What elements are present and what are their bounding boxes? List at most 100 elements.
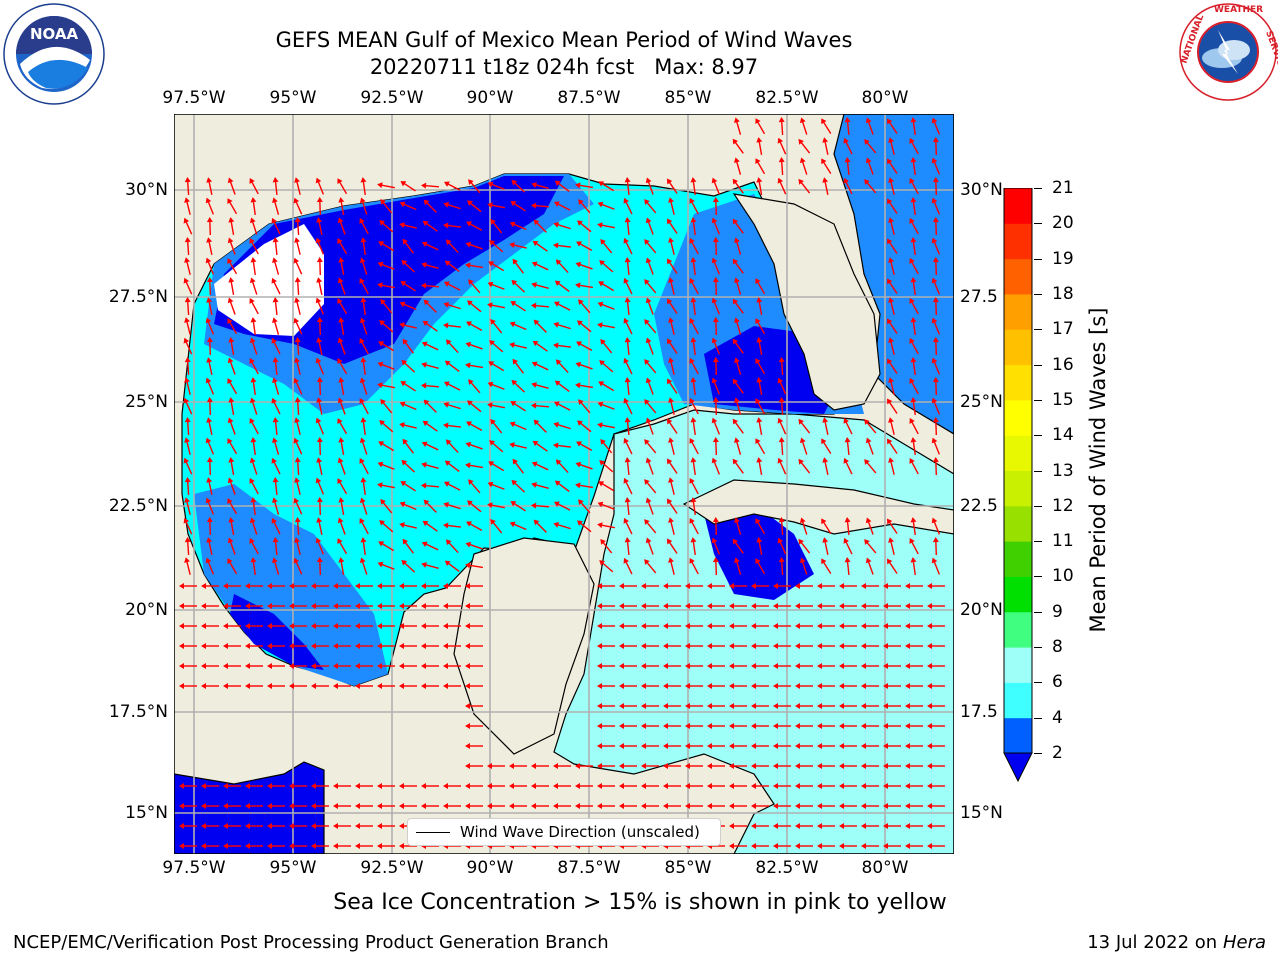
wave-direction-arrow bbox=[465, 743, 483, 749]
wave-direction-arrow bbox=[799, 437, 808, 455]
wave-direction-arrow bbox=[883, 843, 901, 849]
wave-direction-arrow bbox=[294, 417, 301, 435]
wave-direction-arrow bbox=[400, 381, 416, 392]
wave-direction-arrow bbox=[685, 743, 703, 749]
wave-direction-arrow bbox=[377, 382, 395, 389]
wave-direction-arrow bbox=[359, 377, 368, 395]
wave-direction-arrow bbox=[293, 377, 303, 395]
wave-direction-arrow bbox=[663, 783, 681, 789]
wave-direction-arrow bbox=[465, 562, 483, 569]
wave-direction-arrow bbox=[817, 723, 835, 729]
colorbar-tick-mark bbox=[1034, 576, 1042, 578]
wave-direction-arrow bbox=[861, 843, 879, 849]
wave-direction-arrow bbox=[777, 137, 787, 155]
wave-direction-arrow bbox=[932, 257, 939, 276]
wave-direction-arrow bbox=[311, 823, 329, 829]
wave-direction-arrow bbox=[685, 663, 703, 669]
wave-direction-arrow bbox=[509, 763, 527, 769]
wave-direction-arrow bbox=[839, 623, 857, 629]
wave-direction-arrow bbox=[685, 603, 703, 609]
wave-direction-arrow bbox=[756, 537, 763, 555]
colorbar-tick-mark bbox=[1034, 188, 1042, 189]
wave-direction-arrow bbox=[337, 457, 346, 475]
lon-label-top: 85°W bbox=[664, 88, 712, 108]
wave-direction-arrow bbox=[645, 297, 654, 315]
wave-direction-arrow bbox=[338, 197, 345, 215]
wave-direction-arrow bbox=[666, 298, 678, 314]
wave-direction-arrow bbox=[399, 783, 417, 789]
wave-direction-arrow bbox=[839, 743, 857, 749]
lat-label-right: 20°N bbox=[960, 600, 1003, 620]
wave-direction-arrow bbox=[179, 643, 197, 649]
wave-direction-arrow bbox=[289, 803, 307, 809]
lon-label-top: 90°W bbox=[466, 88, 514, 108]
wave-direction-arrow bbox=[663, 723, 681, 729]
wave-direction-arrow bbox=[380, 499, 393, 514]
wave-direction-arrow bbox=[553, 421, 571, 430]
wave-direction-arrow bbox=[817, 783, 835, 789]
wave-direction-arrow bbox=[554, 480, 570, 492]
wave-direction-arrow bbox=[184, 377, 191, 395]
wave-direction-arrow bbox=[668, 477, 675, 495]
wave-direction-arrow bbox=[734, 357, 742, 375]
wave-direction-arrow bbox=[531, 461, 549, 471]
wave-direction-arrow bbox=[422, 420, 438, 432]
wave-direction-arrow bbox=[272, 497, 280, 515]
wave-direction-arrow bbox=[360, 357, 367, 376]
wave-direction-arrow bbox=[883, 683, 901, 689]
wave-direction-arrow bbox=[531, 282, 549, 290]
wave-direction-arrow bbox=[206, 397, 213, 416]
wave-direction-arrow bbox=[467, 400, 482, 413]
wave-direction-arrow bbox=[910, 397, 917, 416]
wave-direction-arrow bbox=[465, 262, 483, 269]
wave-direction-arrow bbox=[201, 583, 219, 589]
wave-direction-arrow bbox=[315, 357, 325, 375]
wave-direction-arrow bbox=[910, 517, 917, 536]
wave-direction-arrow bbox=[311, 843, 329, 849]
wave-direction-arrow bbox=[245, 823, 263, 829]
noaa-logo-text: NOAA bbox=[30, 25, 79, 43]
wave-direction-arrow bbox=[773, 743, 791, 749]
wave-direction-arrow bbox=[487, 502, 505, 509]
wave-direction-arrow bbox=[337, 478, 348, 495]
wave-direction-arrow bbox=[668, 357, 675, 375]
wave-direction-arrow bbox=[227, 438, 238, 455]
wave-direction-arrow bbox=[597, 401, 615, 410]
wave-direction-arrow bbox=[509, 803, 527, 809]
wave-direction-arrow bbox=[531, 361, 549, 371]
wave-direction-arrow bbox=[931, 117, 941, 135]
wave-direction-arrow bbox=[311, 643, 329, 649]
wave-direction-arrow bbox=[487, 181, 505, 190]
wave-direction-arrow bbox=[554, 380, 570, 392]
wave-direction-arrow bbox=[756, 377, 763, 395]
wave-direction-arrow bbox=[641, 663, 659, 669]
wave-direction-arrow bbox=[685, 763, 703, 769]
wave-direction-arrow bbox=[179, 683, 197, 689]
wave-direction-arrow bbox=[729, 743, 747, 749]
wave-direction-arrow bbox=[399, 843, 417, 849]
wave-direction-arrow bbox=[883, 703, 901, 709]
wave-direction-arrow bbox=[466, 421, 483, 431]
wave-direction-arrow bbox=[886, 398, 898, 414]
wave-direction-arrow bbox=[487, 763, 505, 769]
wave-direction-arrow bbox=[861, 703, 879, 709]
wave-direction-arrow bbox=[799, 557, 808, 575]
svg-text:WEATHER: WEATHER bbox=[1214, 5, 1263, 15]
wave-direction-arrow bbox=[360, 237, 367, 256]
wave-direction-arrow bbox=[795, 843, 813, 849]
wave-direction-arrow bbox=[399, 401, 417, 411]
wave-direction-arrow bbox=[227, 237, 236, 255]
wave-direction-arrow bbox=[228, 457, 235, 475]
wave-direction-arrow bbox=[311, 583, 329, 589]
wave-direction-arrow bbox=[445, 539, 459, 554]
map-panel[interactable] bbox=[174, 114, 954, 854]
wave-direction-arrow bbox=[421, 683, 439, 689]
wave-direction-arrow bbox=[228, 397, 235, 415]
wave-direction-arrow bbox=[931, 397, 941, 415]
wave-direction-arrow bbox=[663, 763, 681, 769]
wave-direction-arrow bbox=[443, 381, 461, 391]
wave-direction-arrow bbox=[294, 177, 301, 195]
wave-direction-arrow bbox=[399, 422, 417, 429]
wave-direction-arrow bbox=[184, 417, 191, 436]
wave-direction-arrow bbox=[360, 417, 367, 436]
